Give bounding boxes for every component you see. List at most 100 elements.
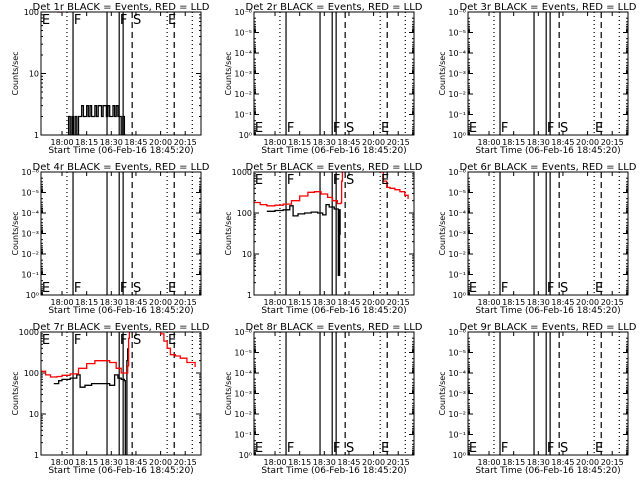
x-tick-label: 20:15: [387, 458, 410, 467]
x-tick-label: 20:15: [601, 298, 624, 307]
y-tick-label: 10⁰: [26, 291, 39, 300]
x-axis-label: Start Time (06-Feb-16 18:45:20): [48, 466, 193, 476]
time-marker-letter: S: [560, 441, 568, 456]
x-tick-label: 18:00: [477, 138, 500, 147]
y-axis-label: Counts/sec: [438, 211, 447, 255]
series-lld: [41, 332, 131, 378]
time-marker-letter: F: [287, 173, 294, 188]
plot-frame: [253, 11, 415, 136]
time-marker-letter: E: [381, 121, 389, 136]
panel-title: Det 7r BLACK = Events, RED = LLD: [33, 322, 210, 333]
time-marker-letter: F: [287, 441, 294, 456]
x-tick-label: 18:00: [50, 458, 73, 467]
y-tick-label: 10⁻¹: [448, 111, 466, 120]
time-marker-letter: E: [168, 13, 176, 28]
time-marker-letter: F: [547, 121, 554, 136]
y-axis-label: Counts/sec: [11, 371, 20, 415]
plot-frame: [467, 11, 629, 136]
y-tick-label: 10⁻⁴: [448, 369, 466, 378]
x-tick-label: 20:15: [174, 138, 197, 147]
y-tick-label: 10⁻²: [234, 410, 252, 419]
y-tick-label: 1000: [19, 328, 39, 337]
series-events: [67, 105, 127, 135]
x-tick-label: 18:30: [527, 138, 550, 147]
y-axis-label: Counts/sec: [11, 211, 20, 255]
y-tick-label: 10⁰: [453, 291, 466, 300]
time-marker-letter: S: [346, 441, 354, 456]
panel-title: Det 4r BLACK = Events, RED = LLD: [33, 162, 210, 173]
time-marker-letter: E: [168, 333, 176, 348]
y-tick-label: 10⁻³: [234, 390, 252, 399]
x-tick-label: 18:30: [313, 138, 336, 147]
time-marker-letter: E: [42, 13, 50, 28]
x-tick-label: 18:45: [551, 298, 574, 307]
y-tick-label: 10⁻⁵: [234, 29, 252, 38]
y-tick-label: 10⁻³: [448, 230, 466, 239]
x-axis-label: Start Time (06-Feb-16 18:45:20): [48, 146, 193, 156]
time-marker-letter: S: [133, 13, 141, 28]
y-tick-label: 100: [24, 369, 39, 378]
y-tick-label: 10⁻⁴: [448, 209, 466, 218]
y-tick-label: 10⁻⁴: [448, 49, 466, 58]
x-tick-label: 18:30: [527, 458, 550, 467]
y-axis-label: Counts/sec: [224, 211, 233, 255]
x-tick-label: 18:00: [50, 298, 73, 307]
y-tick-label: 10⁻⁴: [234, 49, 252, 58]
x-tick-label: 20:15: [601, 458, 624, 467]
series-events: [266, 203, 341, 277]
x-tick-label: 20:15: [387, 298, 410, 307]
x-tick-label: 20:00: [149, 298, 172, 307]
time-marker-letter: F: [120, 13, 127, 28]
y-tick-label: 10⁻³: [21, 230, 39, 239]
panel-title: Det 6r BLACK = Events, RED = LLD: [460, 162, 637, 173]
y-tick-label: 100: [237, 209, 252, 218]
panel-title: Det 5r BLACK = Events, RED = LLD: [246, 162, 423, 173]
x-tick-label: 18:15: [502, 458, 525, 467]
series-lld: [254, 172, 344, 207]
x-axis-label: Start Time (06-Feb-16 18:45:20): [48, 306, 193, 316]
plot-frame: [253, 171, 415, 296]
x-tick-label: 18:45: [337, 458, 360, 467]
y-tick-label: 10⁻⁵: [448, 29, 466, 38]
y-tick-label: 10⁻³: [448, 390, 466, 399]
time-marker-letter: E: [469, 121, 477, 136]
panel-title: Det 3r BLACK = Events, RED = LLD: [460, 2, 637, 13]
x-tick-label: 18:45: [124, 298, 147, 307]
detector-panel-7: Det 7r BLACK = Events, RED = LLD Counts/s…: [11, 322, 210, 476]
y-axis-label: Counts/sec: [438, 371, 447, 415]
y-tick-label: 10⁻¹: [448, 271, 466, 280]
time-marker-letter: F: [501, 121, 508, 136]
x-axis-label: Start Time (06-Feb-16 18:45:20): [475, 146, 620, 156]
x-tick-label: 20:15: [174, 458, 197, 467]
y-tick-label: 1: [34, 131, 39, 140]
time-marker-letter: E: [595, 121, 603, 136]
y-tick-label: 10⁻¹: [234, 111, 252, 120]
x-tick-label: 18:45: [337, 298, 360, 307]
panel-title: Det 8r BLACK = Events, RED = LLD: [246, 322, 423, 333]
time-marker-letter: E: [255, 173, 263, 188]
time-marker-letter: E: [255, 121, 263, 136]
x-tick-label: 18:15: [502, 138, 525, 147]
x-tick-label: 18:00: [263, 138, 286, 147]
y-tick-label: 10⁻²: [448, 250, 466, 259]
panel-title: Det 9r BLACK = Events, RED = LLD: [460, 322, 637, 333]
y-axis-label: Counts/sec: [224, 51, 233, 95]
detector-panel-8: Det 8r BLACK = Events, RED = LLD Counts/s…: [224, 322, 423, 476]
y-tick-label: 10⁻⁶: [21, 168, 39, 177]
y-tick-label: 10⁻⁵: [234, 349, 252, 358]
detector-panel-3: Det 3r BLACK = Events, RED = LLD Counts/s…: [438, 2, 637, 156]
plot-frame: [40, 11, 202, 136]
time-marker-letter: F: [333, 441, 340, 456]
time-marker-letter: F: [74, 13, 81, 28]
y-axis-label: Counts/sec: [11, 51, 20, 95]
y-tick-label: 10⁻⁴: [234, 369, 252, 378]
y-tick-label: 10⁻⁶: [448, 8, 466, 17]
x-tick-label: 18:00: [50, 138, 73, 147]
x-tick-label: 20:00: [576, 138, 599, 147]
x-tick-label: 20:00: [149, 458, 172, 467]
time-marker-letter: F: [333, 173, 340, 188]
x-tick-label: 20:00: [362, 138, 385, 147]
panel-title: Det 1r BLACK = Events, RED = LLD: [33, 2, 210, 13]
time-marker-letter: E: [42, 333, 50, 348]
detector-panel-5: Det 5r BLACK = Events, RED = LLD Counts/s…: [224, 162, 423, 316]
